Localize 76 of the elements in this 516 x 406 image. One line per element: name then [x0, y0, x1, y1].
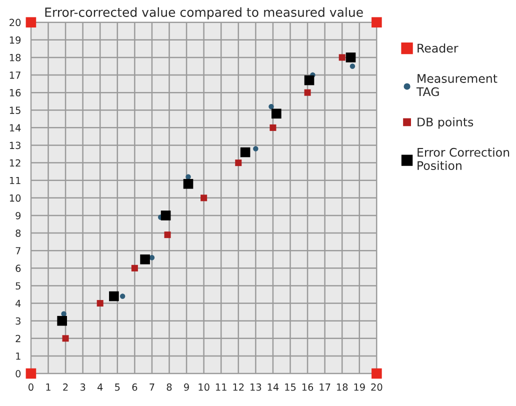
point [272, 108, 282, 119]
point [372, 17, 382, 28]
x-tick-label: 10 [198, 383, 210, 391]
point [62, 335, 69, 342]
y-tick-label: 6 [16, 264, 21, 272]
x-tick-label: 2 [63, 383, 68, 391]
x-tick-label: 0 [28, 383, 34, 391]
x-tick-label: 13 [250, 383, 262, 391]
y-tick-label: 4 [16, 300, 21, 307]
point [26, 17, 36, 28]
x-tick-label: 1 [46, 384, 50, 391]
x-tick-label: 6 [132, 383, 138, 391]
point [140, 254, 150, 264]
point [131, 264, 138, 272]
x-tick-label: 17 [320, 384, 330, 391]
x-tick-label: 20 [371, 383, 382, 391]
point [304, 89, 311, 96]
y-tick-label: 10 [10, 194, 21, 202]
y-tick-label: 7 [16, 247, 20, 254]
point [304, 75, 314, 86]
legend-label: Measurement TAG [416, 74, 498, 96]
y-tick-label: 20 [10, 18, 21, 26]
y-tick-label: 15 [10, 106, 20, 114]
point [160, 210, 171, 220]
point [338, 54, 346, 61]
point [346, 52, 356, 62]
x-tick-label: 12 [233, 383, 244, 391]
point [268, 104, 274, 110]
x-tick-label: 11 [216, 384, 226, 391]
y-tick-label: 9 [16, 212, 21, 220]
x-tick-label: 4 [97, 384, 103, 391]
x-tick-label: 18 [336, 383, 348, 391]
legend-label: DB points [418, 117, 474, 129]
point [372, 368, 382, 379]
x-tick-label: 5 [115, 384, 120, 391]
y-tick-label: 8 [16, 230, 21, 237]
x-tick-label: 9 [184, 383, 189, 391]
y-tick-label: 19 [10, 36, 21, 44]
y-tick-label: 5 [16, 282, 20, 290]
point [96, 300, 104, 307]
x-tick-label: 16 [302, 383, 314, 391]
y-tick-label: 11 [10, 176, 20, 184]
point [270, 124, 276, 131]
point [350, 64, 356, 69]
point [183, 178, 194, 189]
point [26, 368, 36, 379]
x-tick-label: 3 [80, 383, 86, 391]
point [240, 147, 250, 158]
point [200, 194, 208, 202]
point [61, 311, 66, 316]
x-tick-label: 15 [285, 384, 296, 391]
y-tick-label: 17 [10, 72, 20, 79]
x-tick-label: 8 [166, 383, 172, 391]
point [57, 316, 67, 326]
y-tick-label: 3 [16, 317, 20, 325]
point [235, 160, 242, 166]
point [186, 174, 191, 180]
point [149, 255, 155, 260]
y-tick-label: 2 [16, 334, 20, 342]
y-tick-label: 1 [16, 352, 20, 360]
y-tick-label: 16 [10, 89, 21, 96]
x-tick-label: 14 [268, 384, 279, 391]
y-tick-label: 14 [10, 124, 21, 132]
chart-title: Error-corrected value compared to measured value [45, 7, 363, 20]
legend-label: Error Correction Position [418, 148, 510, 170]
y-tick-label: 18 [10, 54, 21, 62]
y-tick-label: 13 [10, 142, 20, 150]
point [109, 291, 119, 302]
point [253, 146, 258, 152]
point [120, 294, 126, 299]
point [164, 232, 171, 238]
y-tick-label: 12 [10, 159, 20, 166]
legend-label: Reader [418, 43, 458, 53]
x-tick-label: 7 [150, 384, 154, 391]
x-tick-label: 19 [354, 383, 365, 391]
y-tick-label: 0 [16, 370, 21, 378]
